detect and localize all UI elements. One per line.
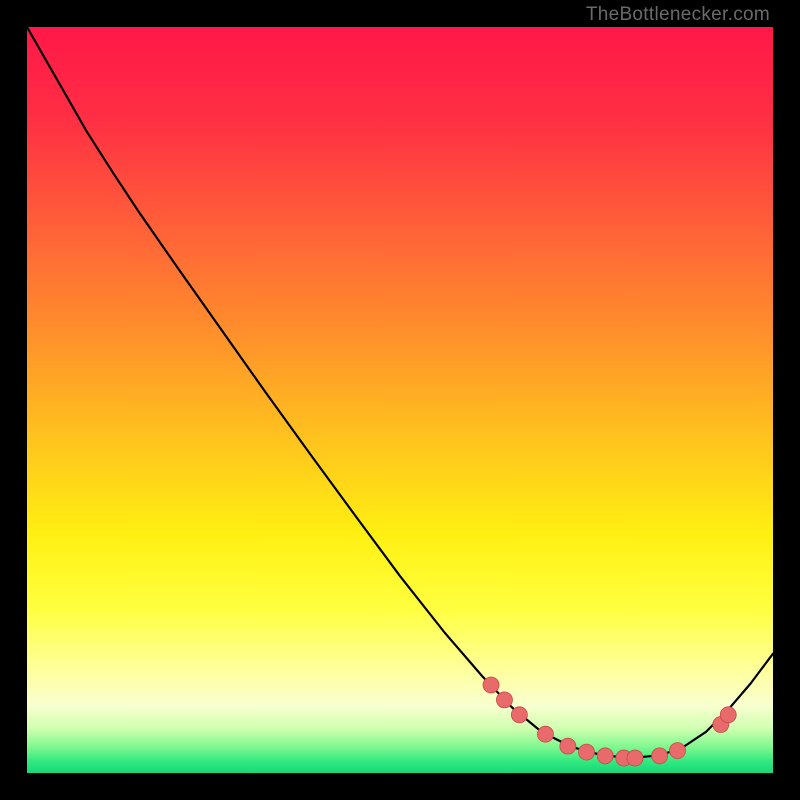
marker-point <box>537 726 553 742</box>
gradient-background <box>27 27 773 773</box>
chart-container: TheBottlenecker.com <box>0 0 800 800</box>
marker-point <box>579 744 595 760</box>
chart-svg <box>27 27 773 773</box>
marker-point <box>496 692 512 708</box>
marker-point <box>511 707 527 723</box>
marker-point <box>483 677 499 693</box>
marker-point <box>720 707 736 723</box>
marker-point <box>652 748 668 764</box>
plot-area <box>27 27 773 773</box>
marker-point <box>560 738 576 754</box>
marker-point <box>627 750 643 766</box>
watermark-text: TheBottlenecker.com <box>586 4 770 26</box>
marker-point <box>670 743 686 759</box>
marker-point <box>597 748 613 764</box>
